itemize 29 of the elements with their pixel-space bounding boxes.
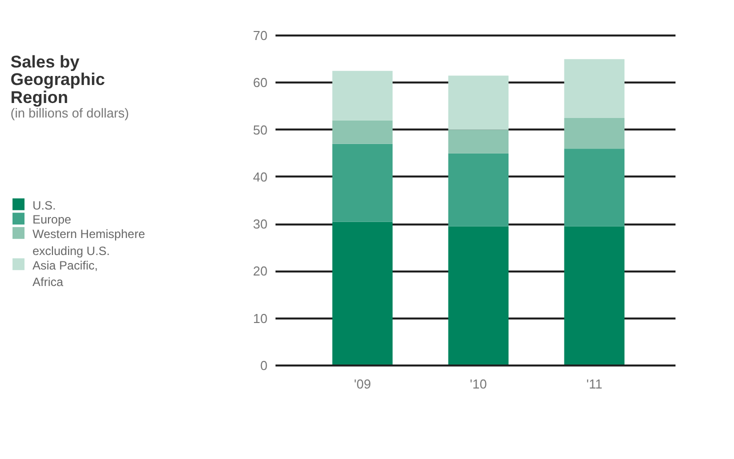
bar — [564, 118, 624, 149]
y-tick-label: 40 — [253, 169, 268, 184]
bar — [564, 59, 624, 118]
y-tick-label: 0 — [260, 358, 268, 373]
y-tick-label: 30 — [253, 216, 268, 232]
legend-label: Western Hemisphere excluding U.S. — [32, 227, 146, 258]
text: Sales by Geographic Region — [10, 52, 105, 107]
bar — [448, 153, 509, 226]
bar — [564, 148, 624, 226]
y-tick-label: 60 — [253, 75, 268, 90]
y-tick-label: 70 — [253, 28, 268, 43]
x-tick-label: '10 — [470, 376, 487, 392]
bar — [332, 222, 393, 366]
y-tick-label: 20 — [253, 264, 268, 279]
x-tick-label: '11 — [586, 376, 602, 392]
bar — [564, 226, 624, 366]
legend-label: U.S. — [32, 198, 56, 212]
bar — [448, 76, 509, 130]
legend-label: Asia Pacific, Africa — [32, 258, 98, 290]
y-tick-label: 10 — [253, 310, 268, 326]
y-tick-label: 50 — [253, 122, 268, 138]
bar — [332, 144, 393, 222]
text: (in billions of dollars) — [10, 106, 129, 121]
bar — [448, 130, 509, 154]
bar — [332, 120, 393, 144]
legend-label: Europe — [32, 212, 72, 227]
x-tick-label: '09 — [354, 376, 371, 392]
bar — [332, 70, 393, 120]
bar — [448, 226, 509, 366]
